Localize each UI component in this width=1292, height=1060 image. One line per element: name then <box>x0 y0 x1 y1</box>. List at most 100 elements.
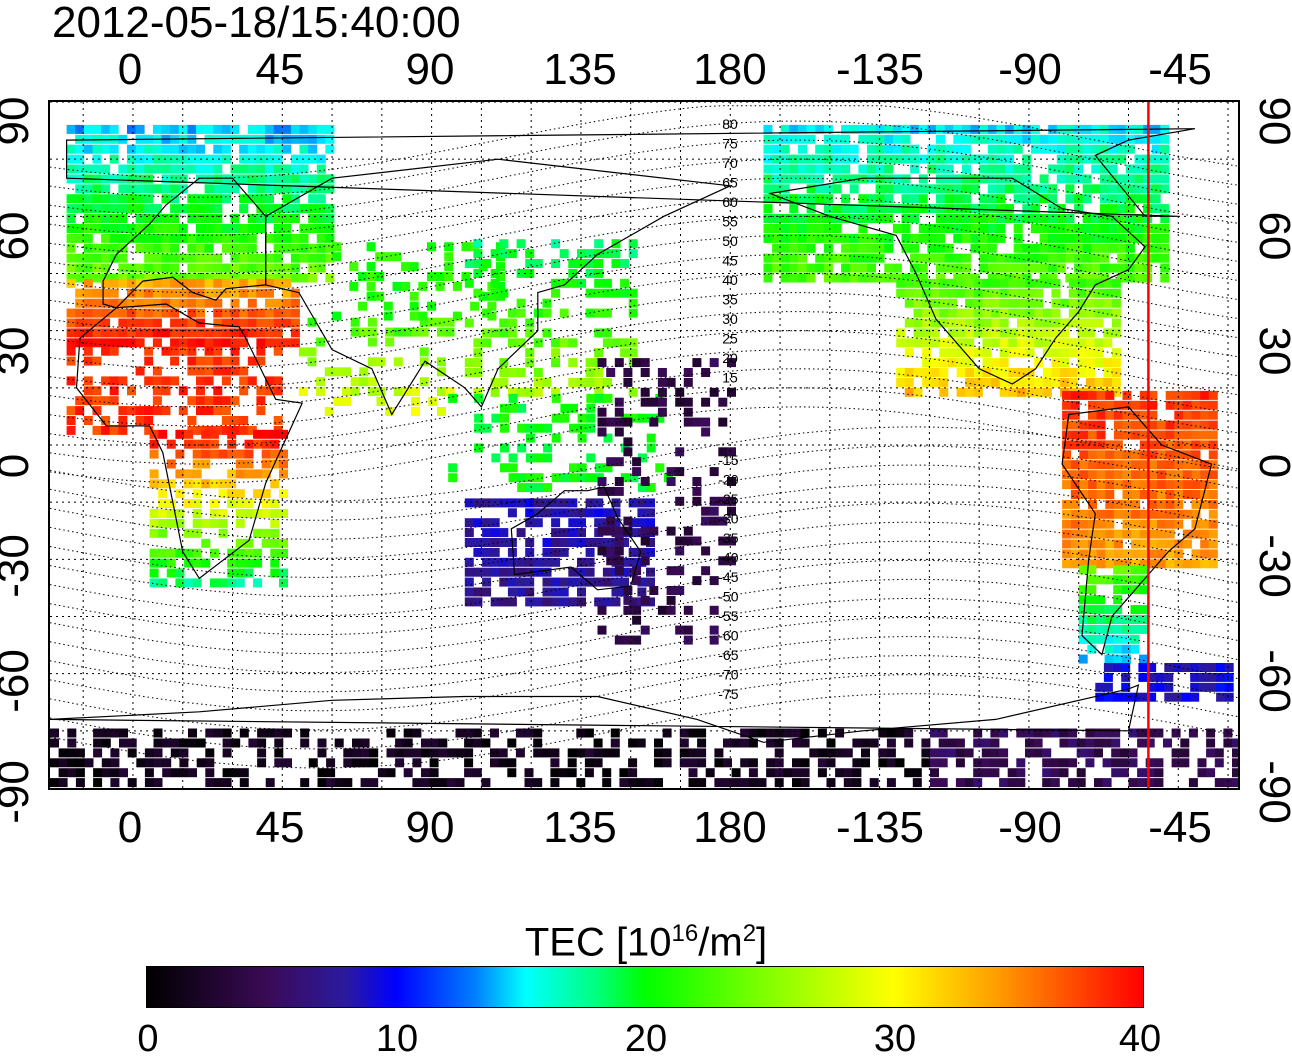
tec-cell <box>1088 410 1097 420</box>
tec-cell <box>1008 288 1018 298</box>
tec-cell <box>1094 377 1104 387</box>
tec-cell <box>178 204 188 214</box>
tec-cell <box>679 728 689 738</box>
tec-cell <box>823 204 833 214</box>
tec-cell <box>92 308 102 318</box>
tec-cell <box>849 124 859 134</box>
tec-cell <box>1200 410 1210 420</box>
tec-cell <box>1039 253 1049 263</box>
tec-cell <box>101 243 111 253</box>
tec-cell <box>1070 509 1080 519</box>
tec-cell <box>1174 559 1184 569</box>
tec-cell <box>158 479 168 489</box>
tec-cell <box>235 469 245 479</box>
tec-cell <box>936 224 945 233</box>
tec-cell <box>614 546 624 556</box>
tec-cell <box>1138 672 1148 682</box>
tec-cell <box>910 253 920 263</box>
tec-cell <box>253 439 263 449</box>
tec-cell <box>1068 348 1078 358</box>
tec-cell <box>1154 768 1164 778</box>
tec-cell <box>1131 490 1141 499</box>
tec-cell <box>568 577 578 587</box>
tec-cell <box>366 281 376 291</box>
tec-cell <box>92 144 102 154</box>
tec-cell <box>1070 499 1080 509</box>
tec-cell <box>1100 224 1109 233</box>
tec-cell <box>270 479 280 489</box>
tec-cell <box>597 477 607 486</box>
tec-cell <box>927 224 937 233</box>
tec-cell <box>473 538 483 547</box>
tec-cell <box>979 154 989 164</box>
tec-cell <box>823 124 833 134</box>
tec-cell <box>1042 728 1052 738</box>
tec-cell <box>478 291 488 301</box>
tec-cell <box>419 327 429 337</box>
tec-cell <box>1086 298 1095 308</box>
tec-cell <box>922 368 932 377</box>
tec-cell <box>1065 243 1075 253</box>
tec-cell <box>953 273 963 283</box>
tec-cell <box>135 164 145 174</box>
tec-cell <box>623 586 633 595</box>
tec-cell <box>1131 529 1141 539</box>
tec-cell <box>299 204 309 214</box>
tec-cell <box>525 348 535 358</box>
tec-cell <box>1131 460 1141 470</box>
tec-cell <box>637 518 647 528</box>
tec-cell <box>1087 565 1097 575</box>
tec-cell <box>823 184 833 194</box>
tec-cell <box>66 243 76 253</box>
tec-cell <box>274 738 284 748</box>
tec-cell <box>910 194 920 204</box>
tec-cell <box>1174 450 1184 460</box>
tec-cell <box>1017 328 1026 338</box>
tec-cell <box>239 134 249 144</box>
tec-cell <box>170 288 180 298</box>
tec-cell <box>366 272 376 281</box>
tec-cell <box>1191 490 1201 499</box>
tec-cell <box>1079 480 1089 490</box>
tec-cell <box>178 144 188 154</box>
tec-cell <box>965 318 975 328</box>
tec-cell <box>227 469 237 479</box>
tec-cell <box>1005 204 1014 214</box>
tec-cell <box>325 204 335 214</box>
tec-cell <box>585 577 595 587</box>
tec-cell <box>201 538 211 548</box>
tec-cell <box>1111 348 1121 358</box>
tec-cell <box>1039 263 1049 273</box>
tec-cell <box>316 174 326 184</box>
tec-cell <box>253 469 263 479</box>
tec-cell <box>774 748 784 758</box>
tec-cell <box>66 278 76 288</box>
tec-cell <box>282 224 292 233</box>
tec-cell <box>567 768 577 778</box>
tec-cell <box>1125 204 1135 214</box>
tec-cell <box>662 758 672 768</box>
tec-cell <box>841 233 851 243</box>
tec-cell <box>1022 263 1032 273</box>
tec-cell <box>542 377 552 387</box>
tec-cell <box>654 738 663 748</box>
tec-cell <box>692 477 702 486</box>
tec-cell <box>632 605 642 615</box>
tec-cell <box>1030 134 1040 144</box>
tec-cell <box>161 243 171 253</box>
tec-cell <box>499 528 509 538</box>
tec-cell <box>178 233 188 243</box>
tec-cell <box>230 273 240 283</box>
tec-fill-layer <box>50 124 1238 788</box>
tec-cell <box>84 758 94 768</box>
tec-cell <box>411 327 420 337</box>
tec-cell <box>551 338 561 348</box>
tec-cell <box>1062 480 1072 490</box>
tec-cell <box>956 348 966 358</box>
contour-label: -45 <box>718 569 738 585</box>
tec-cell <box>247 298 257 308</box>
tec-cell <box>1130 575 1140 585</box>
tec-cell <box>92 154 102 164</box>
tec-cell <box>1060 368 1070 377</box>
tec-cell <box>683 407 693 417</box>
